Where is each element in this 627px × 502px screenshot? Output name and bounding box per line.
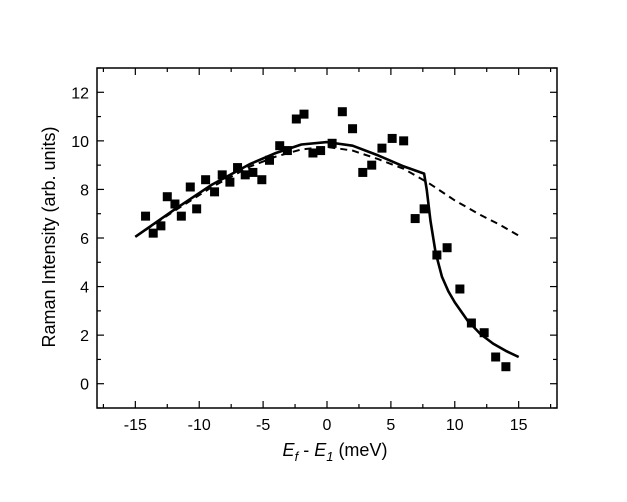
- data-point: [156, 221, 166, 231]
- x-tick-label: 15: [510, 417, 528, 434]
- series: [134, 107, 520, 372]
- y-tick-label: 6: [80, 231, 89, 248]
- x-tick-label: -10: [188, 417, 211, 434]
- data-point: [367, 160, 377, 170]
- data-point: [210, 187, 220, 197]
- data-point: [299, 109, 309, 119]
- dashed-fit-line: [134, 145, 520, 238]
- data-point: [348, 124, 358, 134]
- data-point: [491, 352, 501, 362]
- data-point: [225, 177, 235, 187]
- data-point: [282, 146, 292, 156]
- data-point: [410, 214, 420, 224]
- data-point: [265, 155, 274, 165]
- data-point: [162, 192, 172, 202]
- data-point: [291, 114, 301, 124]
- data-point: [257, 175, 267, 185]
- x-tick-label: -15: [124, 417, 147, 434]
- x-tick-label: -5: [256, 417, 270, 434]
- ticks: [97, 67, 557, 409]
- data-point: [337, 107, 347, 117]
- y-tick-label: 10: [71, 134, 89, 151]
- data-point: [377, 143, 387, 153]
- data-point: [501, 362, 511, 372]
- data-point: [308, 148, 318, 158]
- data-point: [148, 228, 158, 238]
- data-point: [479, 328, 489, 338]
- y-tick-label: 8: [80, 182, 89, 199]
- data-point: [316, 146, 326, 156]
- data-point: [141, 211, 151, 221]
- x-axis-title: Ef - E1 (meV): [283, 440, 388, 464]
- y-axis-title: Raman Intensity (arb. units): [39, 126, 59, 347]
- data-point: [217, 170, 227, 180]
- data-point: [185, 182, 195, 192]
- data-point: [399, 136, 409, 146]
- y-tick-label: 4: [80, 280, 89, 297]
- data-point: [192, 204, 202, 214]
- data-point: [248, 167, 258, 177]
- plot-frame: [96, 67, 558, 409]
- axes: [96, 67, 558, 409]
- tick-labels: -15 -10 -5 0 5 10 15 0 2 4 6 8 10 12: [71, 85, 527, 434]
- y-tick-label: 2: [80, 328, 89, 345]
- x-tick-label: 10: [446, 417, 464, 434]
- data-point: [387, 133, 397, 143]
- data-point: [233, 163, 243, 173]
- x-tick-label: 0: [323, 417, 332, 434]
- data-point: [170, 199, 180, 209]
- y-tick-label: 12: [71, 85, 89, 102]
- data-point: [358, 167, 368, 177]
- data-point: [419, 204, 429, 214]
- solid-fit-line: [134, 140, 520, 359]
- x-tick-label: 5: [386, 417, 395, 434]
- data-point: [455, 284, 465, 294]
- data-point: [201, 175, 211, 185]
- y-tick-label: 0: [80, 377, 89, 394]
- data-point: [176, 211, 186, 221]
- data-point: [275, 141, 285, 151]
- data-point: [240, 170, 250, 180]
- data-point: [442, 243, 452, 253]
